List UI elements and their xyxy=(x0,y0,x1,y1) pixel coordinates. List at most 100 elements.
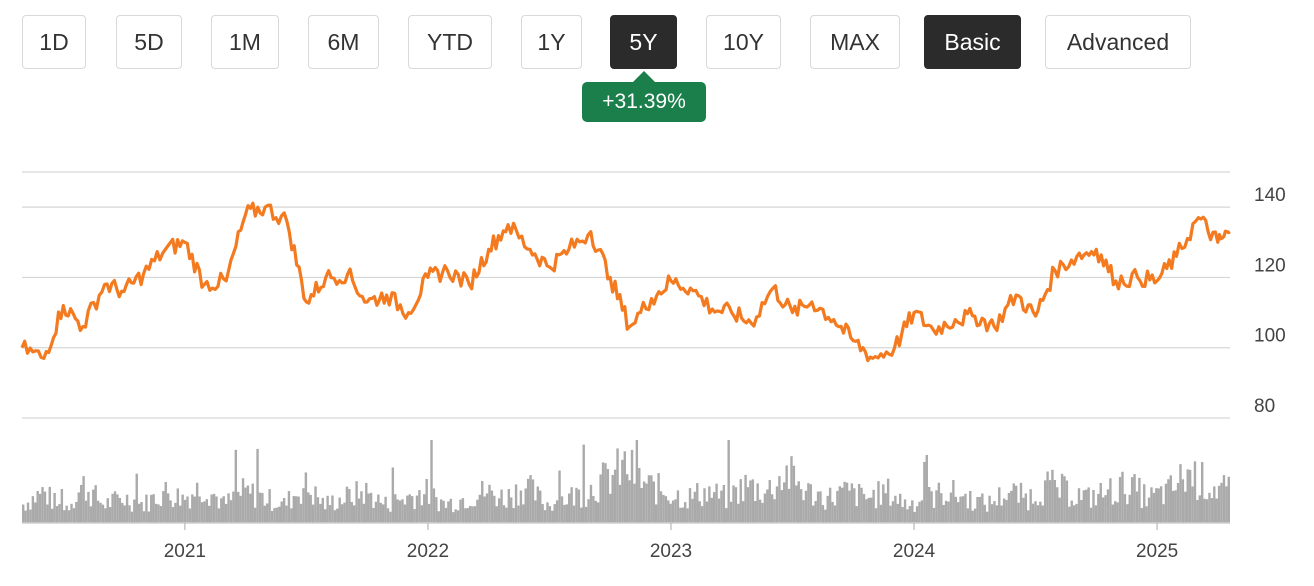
volume-bar xyxy=(903,499,907,523)
volume-bar xyxy=(26,502,30,523)
volume-bar xyxy=(152,494,155,523)
volume-bar xyxy=(524,488,527,523)
volume-bar xyxy=(466,508,469,523)
volume-bar xyxy=(1123,494,1127,523)
range-button-1m[interactable]: 1M xyxy=(211,15,279,69)
volume-bar xyxy=(159,505,163,523)
volume-bar xyxy=(642,481,646,523)
volume-bar xyxy=(72,508,76,523)
volume-bar xyxy=(101,504,105,523)
volume-bar xyxy=(1138,477,1141,523)
volume-bar xyxy=(531,479,535,523)
volume-bar xyxy=(94,485,97,523)
range-button-ytd[interactable]: YTD xyxy=(408,15,492,69)
range-button-1d[interactable]: 1D xyxy=(22,15,86,69)
volume-bar xyxy=(1147,497,1151,523)
volume-bar xyxy=(1203,498,1206,523)
volume-bar xyxy=(990,504,994,523)
volume-bar xyxy=(1157,488,1160,523)
volume-bar xyxy=(372,507,375,523)
volume-bar xyxy=(592,496,595,523)
volume-bar xyxy=(626,474,629,523)
volume-bar xyxy=(877,481,880,523)
volume-bar xyxy=(737,503,740,523)
volume-bar xyxy=(423,494,426,523)
volume-bar xyxy=(1089,507,1093,523)
volume-bar xyxy=(113,491,117,523)
volume-bar xyxy=(278,506,281,523)
volume-bar xyxy=(867,497,870,523)
volume-bar xyxy=(534,500,537,523)
volume-bar xyxy=(1128,494,1131,523)
volume-bar xyxy=(906,509,909,523)
volume-bar xyxy=(1060,473,1064,523)
volume-bar xyxy=(874,508,878,523)
volume-bar xyxy=(930,491,933,523)
volume-bar xyxy=(316,497,320,523)
volume-bar xyxy=(606,469,610,523)
range-button-1y[interactable]: 1Y xyxy=(521,15,582,69)
volume-bar xyxy=(224,503,228,523)
volume-bar xyxy=(1143,484,1146,523)
volume-bar xyxy=(215,496,218,523)
volume-bar xyxy=(1150,487,1153,523)
volume-bar xyxy=(773,499,776,523)
volume-bar xyxy=(490,490,494,523)
advanced-mode-button[interactable]: Advanced xyxy=(1045,15,1191,69)
volume-bar xyxy=(1070,500,1073,523)
volume-bar xyxy=(22,504,25,523)
volume-bar xyxy=(915,506,919,523)
volume-bar xyxy=(664,496,668,523)
volume-bar xyxy=(645,483,648,523)
basic-mode-button[interactable]: Basic xyxy=(924,15,1021,69)
range-button-5y[interactable]: 5Y xyxy=(610,15,677,69)
volume-bar xyxy=(978,496,982,523)
volume-bar xyxy=(604,463,607,523)
volume-bar xyxy=(63,510,66,523)
volume-bar xyxy=(99,502,102,523)
volume-bar xyxy=(886,478,890,523)
range-button-max[interactable]: MAX xyxy=(810,15,900,69)
volume-bar xyxy=(273,508,276,523)
volume-bar xyxy=(87,491,90,523)
volume-bar xyxy=(920,500,924,523)
volume-bar xyxy=(584,506,588,523)
volume-bar xyxy=(171,507,175,523)
volume-bar xyxy=(217,508,221,523)
range-button-6m[interactable]: 6M xyxy=(308,15,379,69)
volume-bar xyxy=(79,484,83,523)
volume-bar xyxy=(326,495,329,523)
volume-bar xyxy=(964,493,967,523)
volume-bar xyxy=(956,502,960,523)
volume-bar xyxy=(208,505,211,523)
volume-bar xyxy=(31,496,35,523)
volume-bar xyxy=(193,496,196,523)
volume-bar xyxy=(802,500,805,523)
volume-bar xyxy=(493,495,496,523)
volume-bar xyxy=(280,501,283,523)
volume-bar xyxy=(355,481,358,523)
volume-bar xyxy=(548,506,552,523)
range-button-5d[interactable]: 5D xyxy=(116,15,182,69)
volume-bar xyxy=(282,498,286,523)
volume-bar xyxy=(746,487,750,523)
volume-bar xyxy=(437,511,440,523)
volume-bar xyxy=(703,488,706,523)
volume-bar xyxy=(908,506,912,523)
volume-bar xyxy=(275,507,279,523)
volume-bar xyxy=(384,496,387,523)
volume-bar xyxy=(1046,471,1049,523)
volume-bar xyxy=(865,499,868,523)
volume-bar xyxy=(403,504,407,523)
volume-bar xyxy=(712,492,716,523)
volume-bar xyxy=(828,487,832,523)
volume-bar xyxy=(24,510,27,523)
volume-bar xyxy=(162,491,165,523)
volume-bar xyxy=(671,500,675,523)
volume-bar xyxy=(1019,482,1023,523)
volume-bar xyxy=(53,493,56,523)
volume-bar xyxy=(92,489,95,523)
volume-bar xyxy=(998,487,1001,523)
range-button-10y[interactable]: 10Y xyxy=(706,15,781,69)
volume-bar xyxy=(541,504,544,523)
